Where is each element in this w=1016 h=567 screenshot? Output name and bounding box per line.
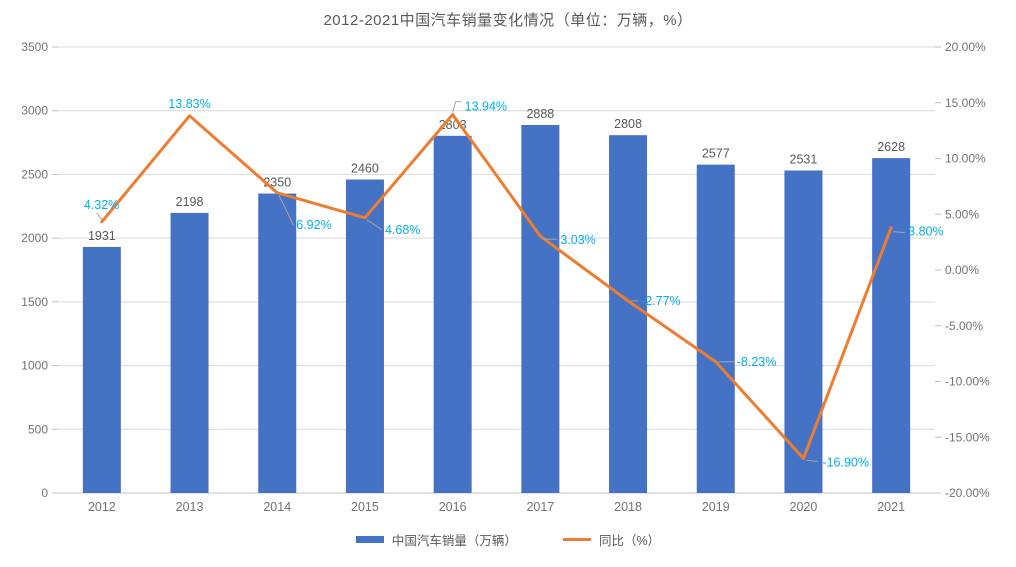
label-leader-line: [278, 195, 294, 226]
yoy-value-label: -8.23%: [737, 355, 777, 369]
legend: 中国汽车销量（万辆） 同比（%）: [0, 530, 1016, 549]
x-axis-tick-label: 2016: [439, 500, 467, 514]
yoy-value-label: 13.94%: [465, 100, 507, 114]
label-leader-line: [366, 219, 383, 231]
bar-2018: [609, 135, 648, 493]
yoy-value-label: 4.68%: [385, 223, 420, 237]
y-axis-right-tick-label: 0.00%: [945, 263, 979, 277]
legend-label-yoy: 同比（%）: [598, 534, 661, 548]
x-axis-tick-label: 2021: [877, 500, 905, 514]
y-axis-right-tick-label: 5.00%: [945, 207, 979, 221]
y-axis-right-tick-label: -15.00%: [945, 430, 990, 444]
x-axis-tick-label: 2018: [614, 500, 642, 514]
yoy-value-label: -2.77%: [641, 294, 681, 308]
y-axis-left-tick-label: 2000: [21, 231, 48, 245]
x-axis-tick-label: 2019: [702, 500, 730, 514]
label-leader-line: [452, 101, 462, 113]
bar-2019: [696, 164, 735, 493]
legend-line-swatch: [562, 538, 591, 541]
x-axis-tick-label: 2017: [526, 500, 554, 514]
bar-2020: [784, 170, 823, 494]
y-axis-right-tick-label: 10.00%: [945, 152, 986, 166]
label-leader-line: [96, 212, 103, 221]
y-axis-right-tick-label: -20.00%: [945, 486, 990, 500]
y-axis-right-tick-label: 20.00%: [945, 40, 986, 54]
y-axis-left-tick-label: 0: [41, 486, 48, 500]
y-axis-left-tick-label: 500: [28, 422, 48, 436]
bar-value-label: 1931: [88, 229, 116, 243]
bar-2012: [82, 246, 121, 493]
yoy-value-label: 4.32%: [84, 198, 119, 212]
bar-value-label: 2808: [614, 117, 642, 131]
y-axis-left-tick-label: 3500: [21, 40, 48, 54]
label-leader-line: [806, 459, 818, 462]
y-axis-left-tick-label: 1000: [21, 359, 48, 373]
legend-item-sales: 中国汽车销量（万辆）: [355, 530, 517, 549]
bar-2021: [872, 158, 911, 493]
y-axis-right-tick-label: -10.00%: [945, 375, 990, 389]
bar-value-label: 2198: [176, 195, 204, 209]
yoy-value-label: 6.92%: [296, 218, 331, 232]
bar-2013: [170, 212, 209, 494]
x-axis-tick-label: 2013: [176, 500, 204, 514]
yoy-value-label: 3.80%: [908, 225, 943, 239]
y-axis-left-tick-label: 2500: [21, 167, 48, 181]
legend-item-yoy: 同比（%）: [562, 530, 661, 549]
bar-2015: [345, 179, 384, 494]
bar-value-label: 2888: [526, 107, 554, 121]
bar-value-label: 2531: [790, 152, 818, 166]
x-axis-tick-label: 2020: [790, 500, 818, 514]
bar-2014: [258, 193, 297, 494]
y-axis-left-tick-label: 3000: [21, 104, 48, 118]
bar-value-label: 2577: [702, 147, 730, 161]
chart-title: 2012-2021中国汽车销量变化情况（单位：万辆，%）: [323, 12, 693, 29]
bar-2016: [433, 135, 472, 493]
yoy-value-label: 3.03%: [560, 233, 595, 247]
bar-value-label: 2460: [351, 162, 379, 176]
y-axis-left-tick-label: 1500: [21, 295, 48, 309]
y-axis-right-tick-label: 15.00%: [945, 96, 986, 110]
yoy-value-label: -16.90%: [822, 455, 869, 469]
x-axis-tick-label: 2015: [351, 500, 379, 514]
label-leader-line: [893, 231, 906, 234]
legend-label-sales: 中国汽车销量（万辆）: [391, 534, 517, 548]
y-axis-right-tick-label: -5.00%: [945, 319, 983, 333]
bar-2017: [521, 124, 560, 494]
x-axis-tick-label: 2012: [88, 500, 116, 514]
yoy-line: [100, 113, 893, 460]
legend-bar-swatch: [355, 536, 384, 543]
x-axis-tick-label: 2014: [263, 500, 291, 514]
bar-value-label: 2628: [877, 140, 905, 154]
yoy-value-label: 13.83%: [168, 97, 210, 111]
